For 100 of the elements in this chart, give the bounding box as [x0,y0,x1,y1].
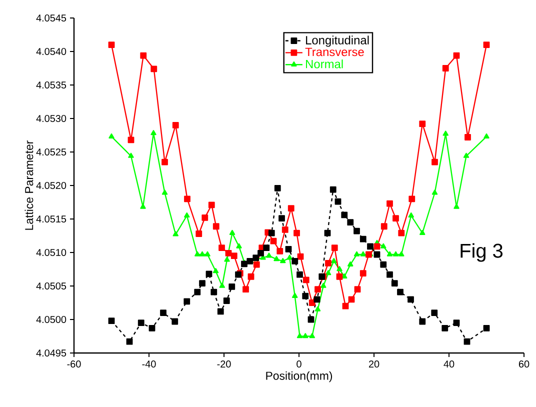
point [108,133,114,138]
point [258,250,264,256]
x-tick-label: -60 [67,360,81,368]
y-tick-label: 4.0530 [36,114,66,122]
point [199,251,206,256]
point [453,52,460,59]
point [236,243,242,248]
point [288,205,294,212]
point [248,273,254,280]
y-tick-label: 4.0525 [36,148,66,156]
point [302,292,309,300]
point [162,158,168,166]
point [228,283,236,290]
point [380,261,387,268]
point [208,202,215,208]
point [360,270,366,276]
point [108,42,115,48]
point [330,186,336,193]
x-tick-label: 0 [296,360,302,368]
point [296,271,303,278]
point [442,325,448,332]
point [219,282,225,288]
point [302,276,310,284]
point [230,252,238,260]
legend-label: Longitudinal [306,36,369,47]
point [172,318,178,325]
y-tick-label: 4.0515 [36,215,66,223]
point [354,251,360,256]
point [314,306,321,312]
point [160,310,166,316]
point [348,296,355,303]
point [225,250,232,256]
point [263,244,270,252]
point [484,133,490,138]
point [286,254,292,260]
point [324,230,331,236]
point [202,214,208,221]
point [196,230,202,237]
x-tick-label: -20 [217,360,231,368]
point [380,243,386,248]
point [280,258,286,264]
legend-label: Transverse [305,48,364,56]
point [278,215,285,222]
point [331,244,338,252]
point [336,273,343,280]
point [420,230,426,235]
point [184,196,190,202]
point [483,325,490,332]
point [419,120,426,128]
point [391,280,398,287]
point [464,134,471,140]
point [314,286,321,293]
point [294,230,300,236]
x-tick-label: -40 [142,360,156,368]
point [386,271,393,278]
point [308,316,314,323]
point [360,251,366,256]
point [453,320,460,326]
point [253,261,260,268]
point [285,246,292,252]
point [212,223,220,230]
point [206,270,212,278]
point [217,308,224,315]
point [128,152,134,158]
point [320,282,326,288]
point [308,300,316,306]
point [296,333,303,338]
point [432,158,438,166]
x-axis-title: Position(mm) [266,371,332,382]
point [408,296,414,303]
point [172,122,179,128]
point [463,152,470,158]
point [242,286,249,293]
point [386,251,393,256]
point [314,296,320,303]
point [347,219,354,226]
point [392,251,399,256]
point [354,286,361,293]
point [392,215,399,222]
point [212,268,219,274]
point [172,231,178,236]
point [374,251,380,258]
point [432,190,438,195]
point [126,338,133,345]
point [223,298,230,304]
point [224,256,230,262]
point [128,136,134,144]
point [302,333,308,338]
point [266,252,272,258]
point [408,196,416,202]
point [325,260,332,266]
point [108,318,115,324]
y-tick-label: 4.0495 [36,349,66,357]
point [398,230,405,236]
point [334,198,342,205]
point [442,65,449,72]
point [442,130,448,136]
y-tick-label: 4.0505 [36,282,66,290]
point [218,244,225,252]
point [229,230,236,235]
